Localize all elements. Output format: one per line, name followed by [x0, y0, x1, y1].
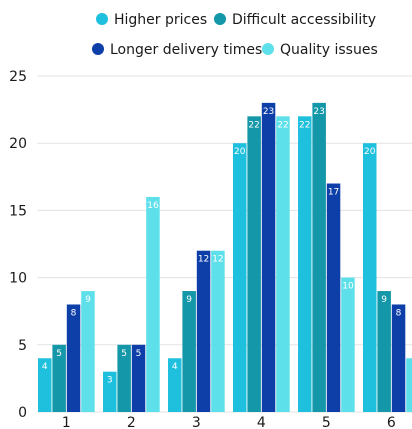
y-tick-label-5: 5 — [18, 338, 27, 354]
bar-cat1-series3 — [66, 304, 81, 412]
data-label-cat6-series2: 9 — [381, 295, 387, 305]
data-label-cat6-series1: 20 — [364, 147, 376, 157]
data-label-cat1-series4: 9 — [85, 295, 91, 305]
bar-cat3-series2 — [182, 291, 196, 412]
x-tick-label-2: 2 — [127, 415, 136, 429]
y-tick-label-15: 15 — [9, 203, 27, 219]
legend-marker-4 — [262, 43, 274, 55]
bar-cat3-series3 — [196, 250, 211, 412]
data-label-cat1-series1: 4 — [42, 362, 48, 372]
data-label-cat1-series2: 5 — [56, 349, 62, 359]
y-axis-ticks: 0 5 10 15 20 25 — [9, 69, 27, 421]
x-tick-label-3: 3 — [192, 415, 201, 429]
data-label-cat5-series3: 17 — [328, 188, 339, 198]
data-label-cat2-series4: 16 — [147, 201, 159, 211]
bar-cat4-series2 — [247, 116, 261, 412]
bar-cat6-series4 — [406, 358, 412, 412]
bar-cat4-series4 — [276, 116, 290, 412]
legend-label-3: Longer delivery times — [110, 42, 262, 58]
data-label-cat3-series1: 4 — [172, 362, 178, 372]
bars — [38, 102, 412, 412]
legend-marker-3 — [92, 43, 104, 55]
data-label-cat2-series3: 5 — [136, 349, 142, 359]
y-tick-label-25: 25 — [9, 69, 27, 85]
bar-cat4-series1 — [233, 143, 247, 412]
data-label-cat2-series1: 3 — [107, 376, 113, 386]
bar-cat3-series4 — [211, 250, 225, 412]
bar-cat3-series1 — [168, 358, 182, 412]
bar-cat6-series3 — [391, 304, 406, 412]
bar-cat2-series1 — [103, 371, 117, 412]
legend-label-4: Quality issues — [280, 42, 378, 58]
bar-cat1-series1 — [38, 358, 52, 412]
data-label-cat5-series4: 10 — [342, 282, 354, 292]
bar-cat4-series3 — [261, 102, 276, 412]
bar-cat6-series2 — [377, 291, 391, 412]
bar-cat2-series3 — [131, 344, 146, 412]
bar-cat2-series2 — [117, 344, 131, 412]
data-label-cat4-series1: 20 — [234, 147, 246, 157]
y-tick-label-0: 0 — [18, 405, 27, 421]
legend-label-1: Higher prices — [114, 12, 207, 28]
legend-marker-1 — [96, 13, 108, 25]
data-label-cat3-series3: 12 — [198, 255, 209, 265]
bar-cat1-series4 — [81, 291, 95, 412]
data-label-cat2-series2: 5 — [121, 349, 127, 359]
x-tick-label-5: 5 — [322, 415, 331, 429]
y-tick-label-10: 10 — [9, 271, 27, 287]
bar-cat5-series4 — [341, 277, 355, 412]
bar-cat1-series2 — [52, 344, 66, 412]
x-tick-label-1: 1 — [62, 415, 71, 429]
legend-label-2: Difficult accessibility — [232, 12, 376, 28]
y-tick-label-20: 20 — [9, 136, 27, 152]
x-axis-ticks: 1 2 3 4 5 6 — [62, 415, 396, 429]
data-label-cat3-series2: 9 — [186, 295, 192, 305]
data-label-cat1-series3: 8 — [71, 308, 77, 318]
data-label-cat4-series2: 22 — [248, 120, 259, 130]
data-label-cat5-series2: 23 — [313, 107, 324, 117]
legend: Higher prices Difficult accessibility Long… — [92, 12, 378, 58]
bar-cat5-series3 — [326, 183, 341, 412]
data-label-cat5-series1: 22 — [299, 120, 310, 130]
x-tick-label-4: 4 — [257, 415, 266, 429]
bar-cat5-series2 — [312, 102, 326, 412]
x-tick-label-6: 6 — [387, 415, 396, 429]
legend-marker-2 — [214, 13, 226, 25]
data-label-cat6-series3: 8 — [396, 308, 402, 318]
bar-cat6-series1 — [363, 143, 377, 412]
data-label-cat3-series4: 12 — [212, 255, 223, 265]
data-label-cat4-series3: 23 — [263, 107, 274, 117]
bar-cat5-series1 — [298, 116, 312, 412]
data-label-cat4-series4: 22 — [277, 120, 288, 130]
bar-cat2-series4 — [146, 196, 160, 412]
